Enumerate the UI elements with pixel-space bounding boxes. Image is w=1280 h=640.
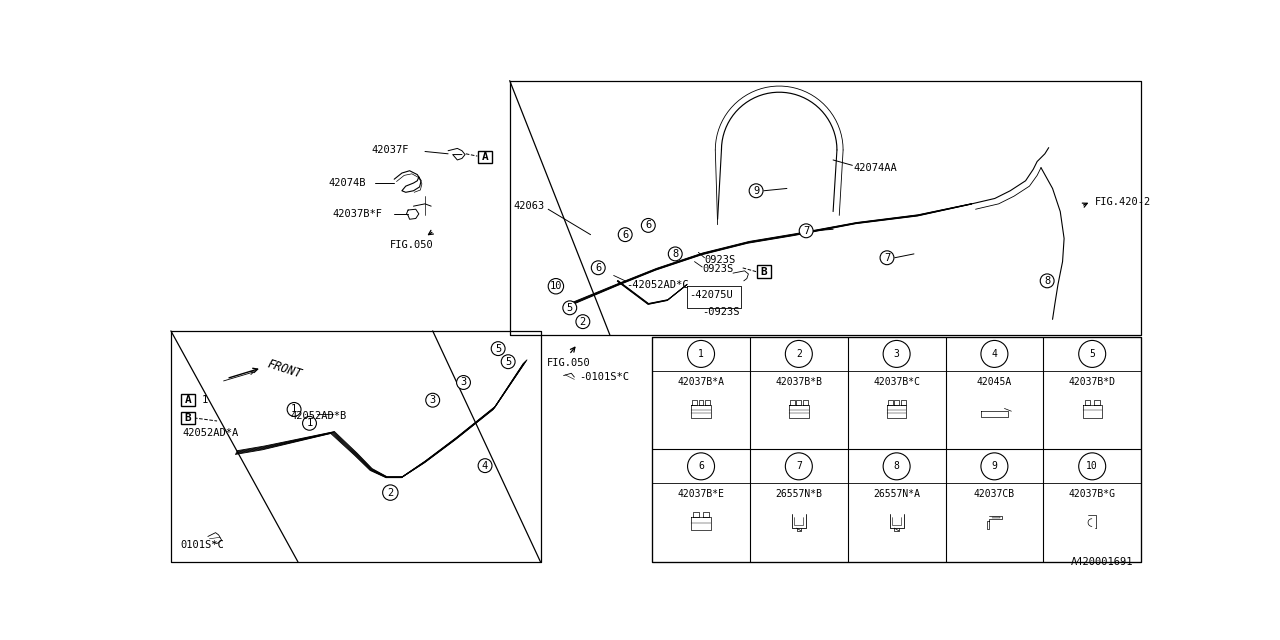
Circle shape	[426, 393, 439, 407]
Text: 1: 1	[202, 395, 207, 405]
Text: 10: 10	[549, 281, 562, 291]
Text: 4: 4	[992, 349, 997, 359]
Circle shape	[668, 247, 682, 261]
Circle shape	[883, 340, 910, 367]
Text: 42037B*G: 42037B*G	[1069, 490, 1116, 499]
Circle shape	[302, 417, 316, 430]
Circle shape	[687, 453, 714, 480]
Text: 42037B*C: 42037B*C	[873, 377, 920, 387]
Circle shape	[618, 228, 632, 241]
Text: 6: 6	[622, 230, 628, 239]
Circle shape	[881, 251, 893, 265]
Circle shape	[749, 184, 763, 198]
Text: 10: 10	[1087, 461, 1098, 471]
Text: 0923S: 0923S	[704, 255, 736, 265]
Bar	[479, 150, 492, 163]
Text: 0101S*C: 0101S*C	[180, 540, 224, 550]
Text: 42037B*B: 42037B*B	[776, 377, 822, 387]
Text: FRONT: FRONT	[266, 358, 303, 381]
Text: A: A	[481, 152, 489, 162]
Circle shape	[492, 342, 506, 356]
Text: 26557N*B: 26557N*B	[776, 490, 822, 499]
Text: 4: 4	[483, 461, 488, 470]
Circle shape	[479, 459, 492, 472]
Text: 7: 7	[796, 461, 801, 471]
Bar	[180, 412, 195, 424]
Circle shape	[563, 301, 577, 315]
Circle shape	[576, 315, 590, 328]
Circle shape	[591, 261, 605, 275]
Text: 42037B*A: 42037B*A	[677, 377, 724, 387]
Circle shape	[786, 340, 813, 367]
Text: 1: 1	[306, 419, 312, 428]
Bar	[180, 394, 195, 406]
Text: 8: 8	[1044, 276, 1051, 286]
Text: 5: 5	[1089, 349, 1096, 359]
Text: 3: 3	[430, 395, 435, 405]
Circle shape	[883, 453, 910, 480]
Text: -0101S*C: -0101S*C	[579, 372, 628, 382]
Text: 2: 2	[388, 488, 393, 498]
Text: 42037F: 42037F	[371, 145, 408, 155]
Circle shape	[502, 355, 515, 369]
Circle shape	[383, 485, 398, 500]
Text: 5: 5	[506, 356, 511, 367]
Text: 3: 3	[461, 378, 467, 387]
Text: 1: 1	[291, 404, 297, 415]
Text: 1: 1	[698, 349, 704, 359]
Text: 7: 7	[803, 226, 809, 236]
Text: 42052AD*B: 42052AD*B	[291, 411, 347, 420]
Text: -0923S: -0923S	[703, 307, 740, 317]
Text: 2: 2	[580, 317, 586, 326]
Text: 2: 2	[796, 349, 801, 359]
Circle shape	[980, 340, 1007, 367]
Text: 42037B*E: 42037B*E	[677, 490, 724, 499]
Text: 42074B: 42074B	[329, 178, 366, 188]
Text: -42052AD*C: -42052AD*C	[626, 280, 689, 290]
Text: 9: 9	[753, 186, 759, 196]
Text: 42074AA: 42074AA	[854, 163, 897, 173]
Text: 6: 6	[645, 220, 652, 230]
Text: 8: 8	[672, 249, 678, 259]
Text: 42037CB: 42037CB	[974, 490, 1015, 499]
Text: 42037B*D: 42037B*D	[1069, 377, 1116, 387]
Text: 42052AD*A: 42052AD*A	[183, 428, 238, 438]
Circle shape	[687, 340, 714, 367]
Text: 26557N*A: 26557N*A	[873, 490, 920, 499]
Circle shape	[799, 224, 813, 237]
Text: 8: 8	[893, 461, 900, 471]
Text: 42063: 42063	[513, 201, 545, 211]
Text: B: B	[760, 267, 767, 276]
Text: FIG.050: FIG.050	[390, 239, 434, 250]
Text: A: A	[184, 395, 191, 405]
Circle shape	[1041, 274, 1055, 288]
Text: 6: 6	[698, 461, 704, 471]
Circle shape	[1079, 453, 1106, 480]
Text: 7: 7	[884, 253, 890, 263]
Circle shape	[287, 403, 301, 417]
Circle shape	[980, 453, 1007, 480]
Text: FIG.420-2: FIG.420-2	[1094, 196, 1151, 207]
Text: 5: 5	[567, 303, 573, 313]
Text: 0923S: 0923S	[703, 264, 733, 275]
Circle shape	[786, 453, 813, 480]
Bar	[756, 266, 771, 278]
Text: B: B	[184, 413, 191, 423]
Text: 3: 3	[893, 349, 900, 359]
Circle shape	[457, 376, 471, 389]
Circle shape	[1079, 340, 1106, 367]
Circle shape	[641, 218, 655, 232]
Text: 9: 9	[992, 461, 997, 471]
Text: 6: 6	[595, 263, 602, 273]
Text: 42037B*F: 42037B*F	[333, 209, 383, 219]
Circle shape	[548, 278, 563, 294]
Text: FIG.050: FIG.050	[547, 358, 590, 368]
Text: 5: 5	[495, 344, 502, 354]
Text: 42045A: 42045A	[977, 377, 1012, 387]
Text: A420001691: A420001691	[1071, 557, 1133, 567]
Text: -42075U: -42075U	[689, 291, 733, 301]
